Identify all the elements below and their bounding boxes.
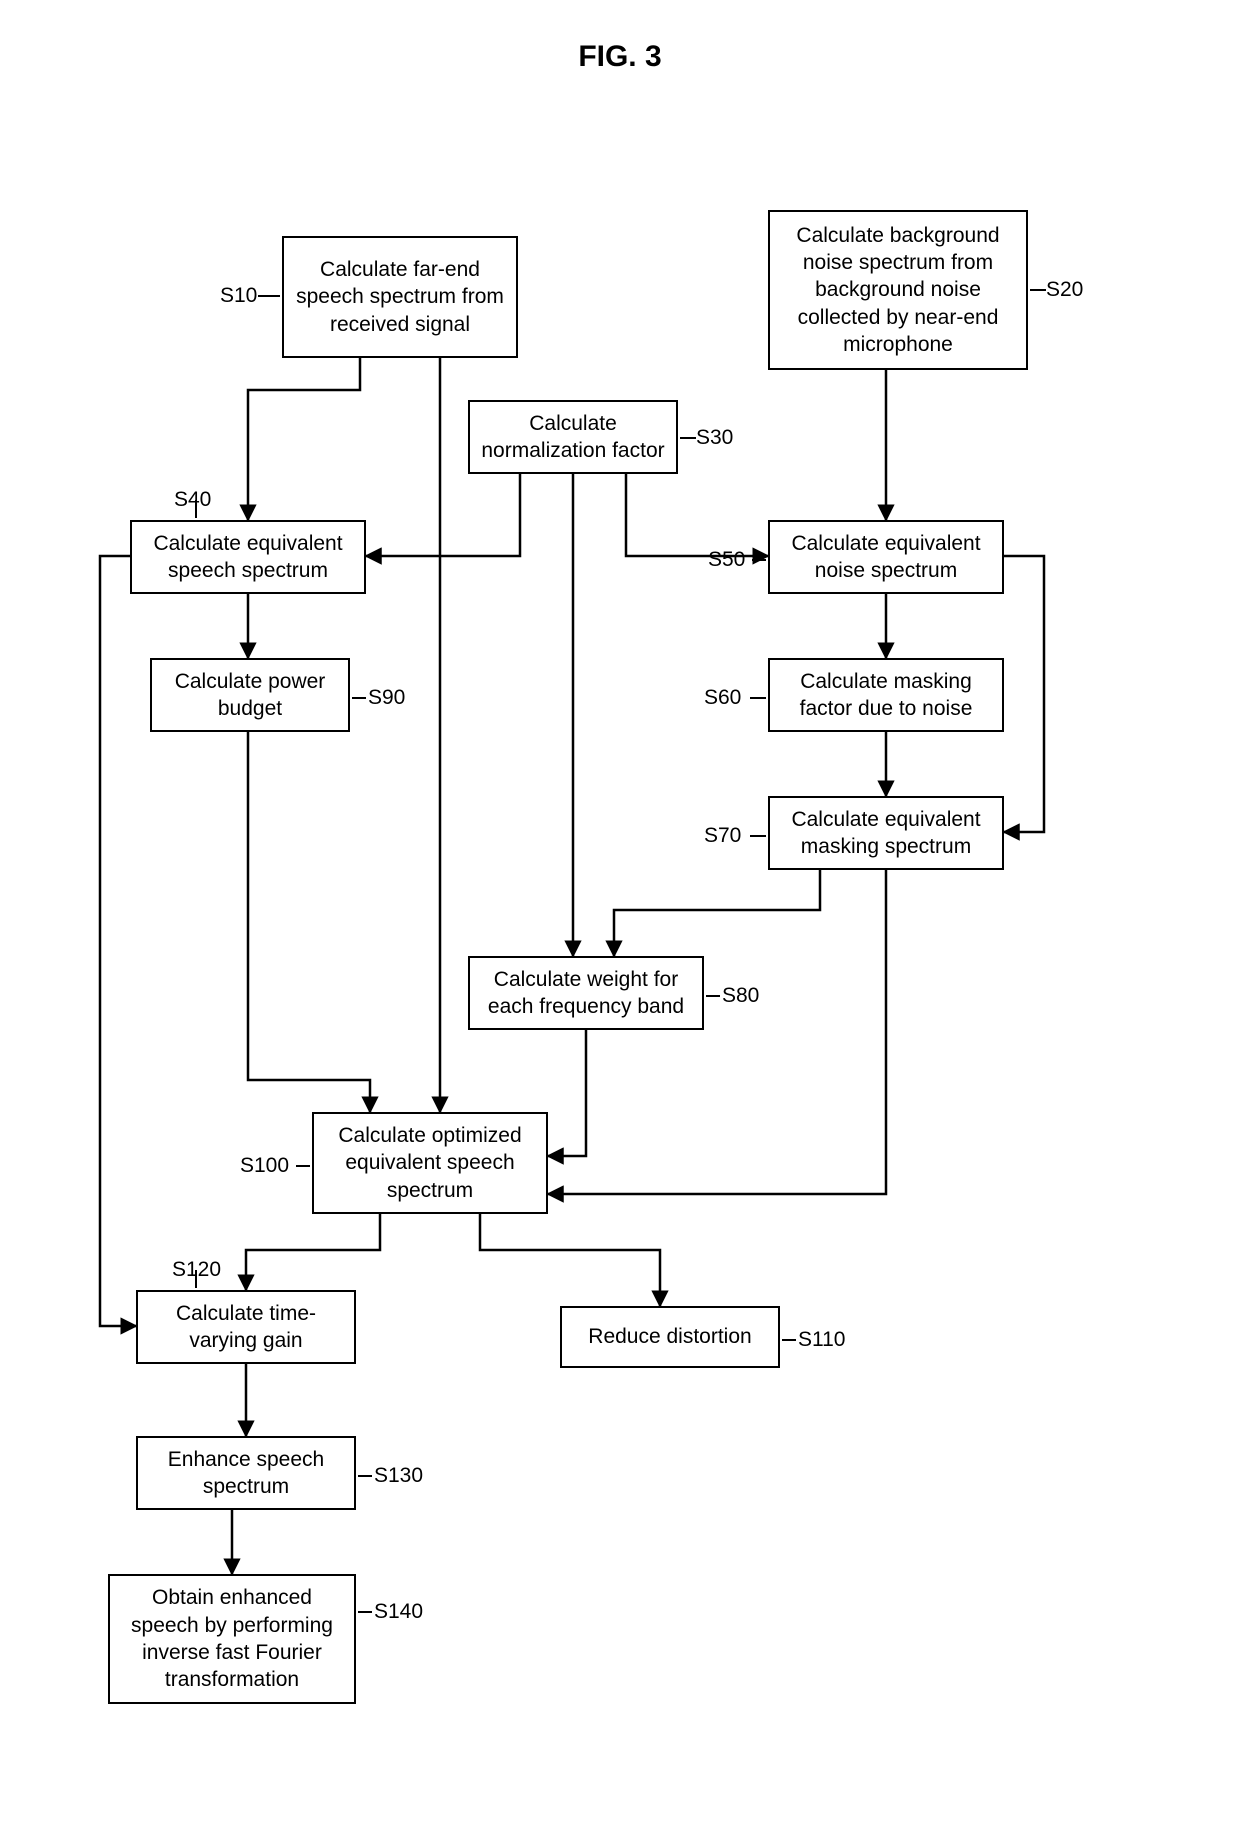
- label-s140: S140: [374, 1600, 423, 1624]
- node-s70: Calculate equivalent masking spectrum: [768, 796, 1004, 870]
- node-s80: Calculate weight for each frequency band: [468, 956, 704, 1030]
- node-s40: Calculate equivalent speech spectrum: [130, 520, 366, 594]
- label-s110: S110: [798, 1328, 846, 1352]
- figure-title: FIG. 3: [0, 40, 1240, 74]
- edges-layer: [0, 0, 1240, 1836]
- node-s130: Enhance speech spectrum: [136, 1436, 356, 1510]
- node-s110: Reduce distortion: [560, 1306, 780, 1368]
- edge-s90-s100: [248, 732, 370, 1112]
- label-s60: S60: [704, 686, 741, 710]
- edge-s50-s70: [1004, 556, 1044, 832]
- node-s120: Calculate time-varying gain: [136, 1290, 356, 1364]
- edge-s70-s80: [614, 870, 820, 956]
- edge-s100-s110: [480, 1214, 660, 1306]
- label-s80: S80: [722, 984, 759, 1008]
- label-s120: S120: [172, 1258, 221, 1282]
- node-s140: Obtain enhanced speech by performing inv…: [108, 1574, 356, 1704]
- label-s90: S90: [368, 686, 405, 710]
- label-s10: S10: [220, 284, 257, 308]
- edge-s80-s100: [548, 1030, 586, 1156]
- node-s10: Calculate far-end speech spectrum from r…: [282, 236, 518, 358]
- label-s40: S40: [174, 488, 211, 512]
- label-s130: S130: [374, 1464, 423, 1488]
- edge-s40-s120: [100, 556, 136, 1326]
- node-s20: Calculate background noise spectrum from…: [768, 210, 1028, 370]
- edge-s10-s40: [248, 358, 360, 520]
- node-s100: Calculate optimized equivalent speech sp…: [312, 1112, 548, 1214]
- edge-s100-s120: [246, 1214, 380, 1290]
- node-s30: Calculate normalization factor: [468, 400, 678, 474]
- label-s30: S30: [696, 426, 733, 450]
- label-s50: S50: [708, 548, 745, 572]
- label-s20: S20: [1046, 278, 1083, 302]
- edge-s30-s40: [366, 474, 520, 556]
- label-s100: S100: [240, 1154, 289, 1178]
- node-s60: Calculate masking factor due to noise: [768, 658, 1004, 732]
- edge-s30-s50: [626, 474, 768, 556]
- label-s70: S70: [704, 824, 741, 848]
- edge-s70-s100: [548, 870, 886, 1194]
- node-s90: Calculate power budget: [150, 658, 350, 732]
- node-s50: Calculate equivalent noise spectrum: [768, 520, 1004, 594]
